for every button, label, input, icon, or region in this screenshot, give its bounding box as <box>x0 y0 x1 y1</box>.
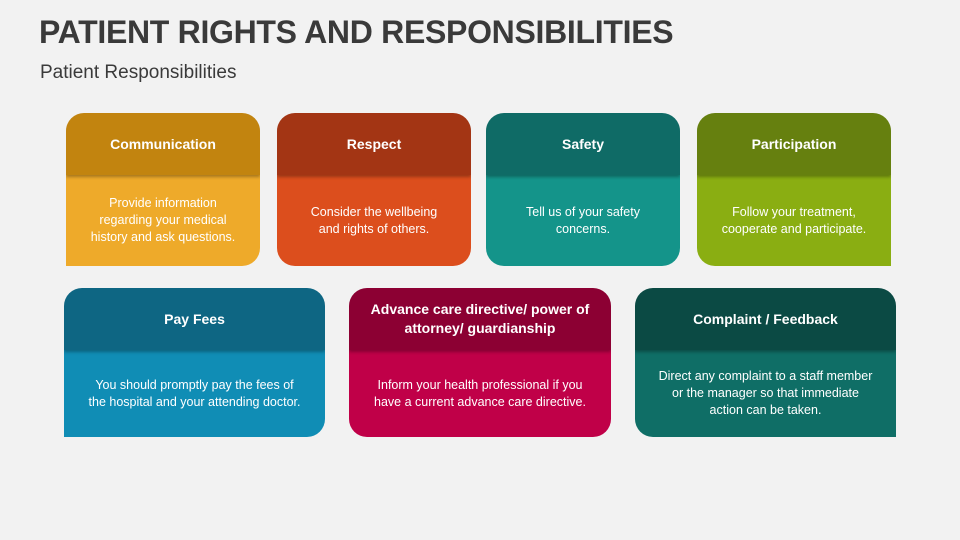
card-heading: Pay Fees <box>64 288 325 350</box>
card-advance-care-directive: Advance care directive/ power of attorne… <box>349 288 611 437</box>
card-text: Inform your health professional if you h… <box>349 350 611 437</box>
card-text: Provide information regarding your medic… <box>66 175 260 266</box>
card-heading: Complaint / Feedback <box>635 288 896 350</box>
card-heading: Safety <box>486 113 680 175</box>
card-respect: Respect Consider the wellbeing and rights… <box>277 113 471 266</box>
card-communication: Communication Provide information regardi… <box>66 113 260 266</box>
card-heading: Respect <box>277 113 471 175</box>
card-text: Follow your treatment, cooperate and par… <box>697 175 891 266</box>
card-text: Consider the wellbeing and rights of oth… <box>277 175 471 266</box>
card-heading: Communication <box>66 113 260 175</box>
page-subtitle: Patient Responsibilities <box>40 62 237 83</box>
card-text: Tell us of your safety concerns. <box>486 175 680 266</box>
card-text: Direct any complaint to a staff member o… <box>635 350 896 437</box>
card-participation: Participation Follow your treatment, coop… <box>697 113 891 266</box>
card-safety: Safety Tell us of your safety concerns. <box>486 113 680 266</box>
card-heading: Advance care directive/ power of attorne… <box>349 288 611 350</box>
card-text: You should promptly pay the fees of the … <box>64 350 325 437</box>
card-heading: Participation <box>697 113 891 175</box>
card-complaint-feedback: Complaint / Feedback Direct any complaint… <box>635 288 896 437</box>
page-title: PATIENT RIGHTS AND RESPONSIBILITIES <box>39 14 674 50</box>
card-pay-fees: Pay Fees You should promptly pay the fees… <box>64 288 325 437</box>
